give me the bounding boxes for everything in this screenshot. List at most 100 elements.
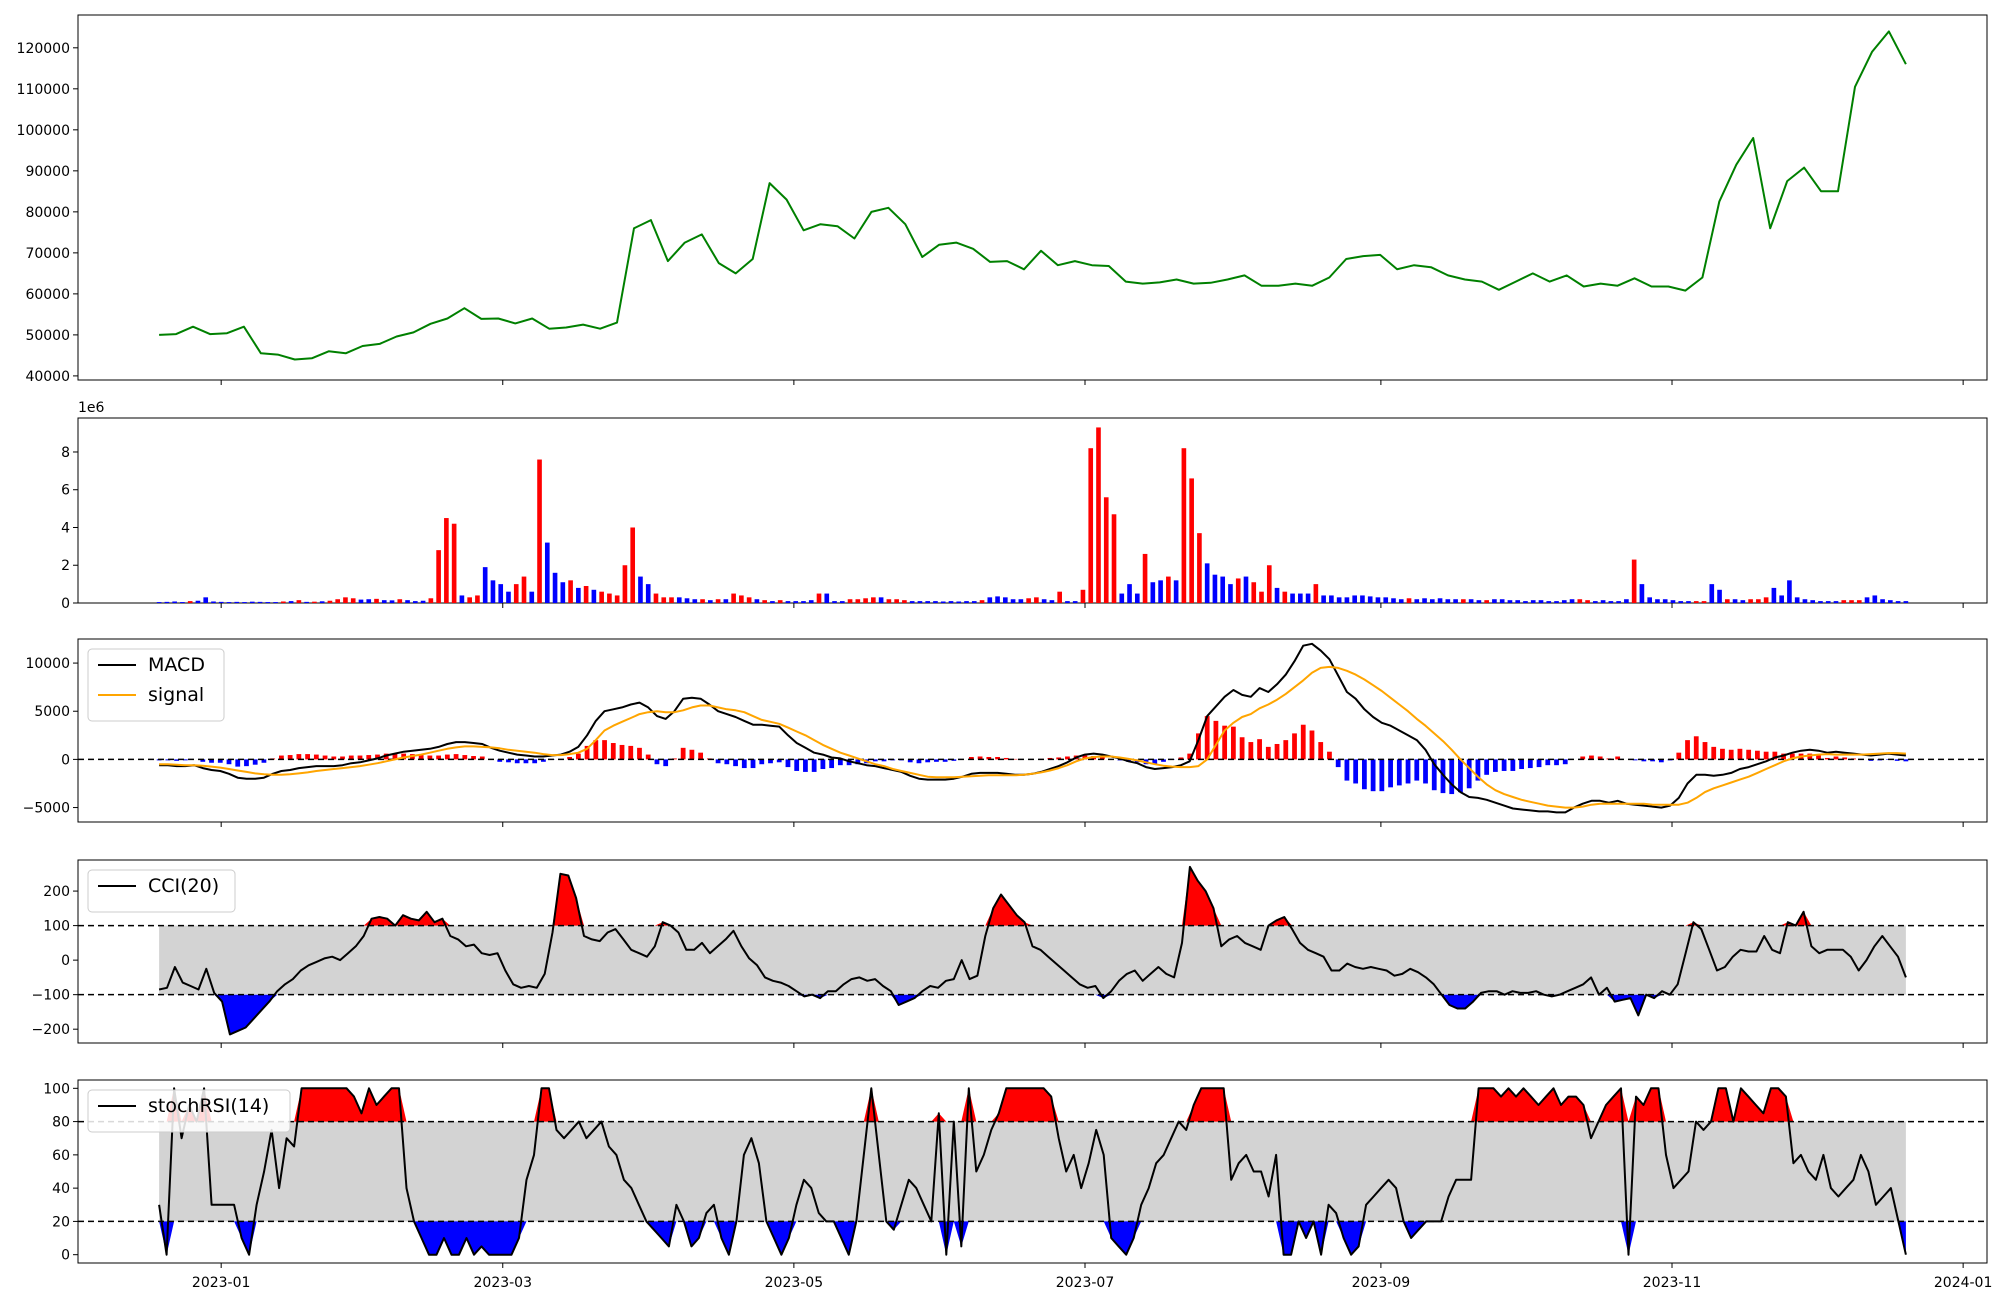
volume-bar (1523, 601, 1528, 603)
macd-histogram-bar (340, 756, 345, 760)
stochrsi-ytick-label: 0 (61, 1248, 70, 1264)
macd-histogram-bar (837, 759, 843, 766)
volume-offset-label: 1e6 (78, 400, 105, 416)
volume-bar (1003, 597, 1008, 603)
volume-bar (1825, 601, 1831, 603)
macd-histogram-bar (1789, 753, 1795, 760)
macd-histogram-bar (602, 740, 607, 760)
stochrsi-oversold-fill (159, 1221, 1906, 1255)
volume-bar (203, 597, 209, 603)
macd-histogram-bar (331, 756, 337, 760)
volume-bar (1189, 478, 1194, 603)
macd-legend-box (87, 648, 225, 722)
macd-histogram-bar (1816, 755, 1821, 760)
macd-histogram-bar (261, 759, 267, 763)
volume-bar (770, 601, 775, 603)
macd-histogram-bar (165, 759, 171, 761)
volume-bar (700, 599, 705, 603)
macd-histogram-bar (1527, 759, 1533, 769)
macd-histogram-bar (1396, 759, 1402, 786)
volume-bar (1484, 600, 1489, 603)
volume-frame (77, 417, 1988, 604)
volume-ytick-label: 4 (61, 520, 70, 536)
macd-histogram-bar (785, 759, 791, 768)
cci-legend-label: CCI(20) (148, 875, 219, 897)
volume-ytick-label: 8 (61, 445, 70, 461)
volume-bar (451, 523, 457, 603)
volume-bar (1298, 593, 1303, 603)
price-ytick-label: 100000 (17, 123, 70, 139)
macd-histogram-bar (1300, 724, 1306, 760)
volume-bar (653, 593, 659, 603)
volume-bar (304, 601, 309, 603)
volume-bar (1422, 598, 1427, 603)
macd-histogram-bar (1763, 751, 1769, 760)
volume-bar (288, 601, 294, 603)
volume-bar (1802, 599, 1808, 603)
macd-histogram-bar (628, 745, 634, 760)
volume-bar (1259, 591, 1264, 603)
macd-histogram-bar (322, 755, 328, 760)
macd-histogram-bar (200, 759, 206, 762)
volume-bar (839, 601, 845, 603)
volume-bar (467, 597, 472, 603)
macd-histogram-bar (313, 754, 319, 760)
volume-bar (1608, 601, 1614, 603)
volume-bar (1732, 599, 1738, 603)
macd-histogram-bar (1632, 759, 1638, 761)
macd-histogram-bar (1178, 757, 1184, 760)
volume-bar (902, 600, 907, 603)
macd-histogram-bar (1239, 737, 1245, 760)
macd-histogram-bar (453, 754, 459, 760)
volume-bar (1686, 601, 1691, 603)
volume-bar (1103, 497, 1109, 603)
macd-legend-label: MACD (148, 654, 205, 676)
volume-bar (933, 601, 938, 603)
macd-histogram-bar (1501, 759, 1507, 771)
volume-bar (1492, 599, 1497, 603)
macd-histogram-bar (1003, 757, 1009, 760)
macd-histogram-bar (1230, 726, 1236, 760)
volume-bar (715, 599, 721, 603)
volume-bar (506, 591, 511, 603)
macd-histogram-bar (575, 753, 581, 760)
macd-histogram-bar (1554, 759, 1559, 766)
volume-bar (1041, 599, 1047, 603)
macd-histogram-bar (252, 759, 258, 765)
macd-histogram-bar (1597, 756, 1603, 760)
volume-bar (1872, 595, 1878, 603)
volume-bar (1220, 576, 1226, 603)
x-tick-label: 2023-07 (1056, 1275, 1115, 1291)
volume-bar (1243, 576, 1249, 603)
macd-frame (77, 638, 1988, 823)
stochrsi-band (159, 1121, 1906, 1222)
volume-bar (948, 601, 954, 603)
macd-histogram-bar (1065, 756, 1070, 760)
volume-bar (1647, 597, 1652, 603)
macd-histogram-bar (1335, 759, 1341, 768)
volume-bar (855, 599, 861, 603)
macd-histogram-bar (1361, 759, 1367, 790)
stochrsi-ytick-label: 80 (52, 1115, 70, 1131)
macd-histogram-bar (287, 755, 293, 760)
volume-bar (1748, 599, 1753, 603)
volume-bar (1585, 600, 1590, 603)
volume-bar (894, 599, 899, 603)
volume-bar (684, 598, 690, 603)
macd-histogram-bar (1755, 750, 1760, 760)
volume-bar (692, 599, 698, 603)
volume-bar (335, 599, 341, 603)
volume-bar (490, 580, 496, 603)
macd-histogram-bar (1161, 759, 1166, 762)
volume-bar (374, 598, 379, 603)
volume-bar (312, 601, 317, 603)
volume-bar (1158, 580, 1163, 603)
volume-bar (249, 601, 255, 603)
volume-bar (1142, 553, 1148, 603)
macd-histogram-bar (1641, 759, 1647, 762)
macd-histogram-bar (305, 754, 310, 760)
macd-histogram-bar (1152, 759, 1158, 765)
cci-legend-box (87, 869, 236, 913)
volume-bar (1864, 597, 1870, 603)
